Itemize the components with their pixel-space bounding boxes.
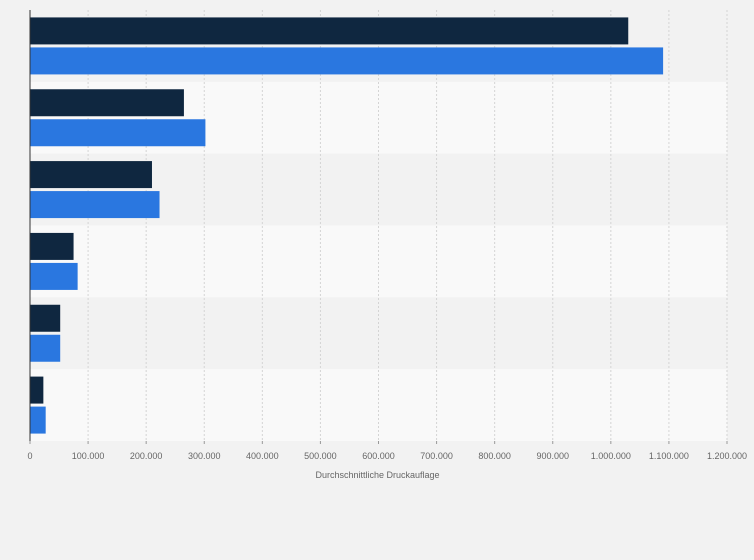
bar-series-2[interactable] — [30, 47, 664, 75]
bar-series-1[interactable] — [30, 376, 44, 404]
x-tick-label: 900.000 — [536, 451, 569, 461]
x-tick-label: 100.000 — [72, 451, 105, 461]
bars — [30, 17, 664, 434]
bar-series-2[interactable] — [30, 334, 61, 362]
category-band — [30, 297, 727, 370]
x-tick-label: 200.000 — [130, 451, 163, 461]
x-tick-label: 1.200.000 — [707, 451, 747, 461]
x-tick-label: 400.000 — [246, 451, 279, 461]
x-tick-label: 1.100.000 — [649, 451, 689, 461]
x-tick-label: 500.000 — [304, 451, 337, 461]
bar-series-2[interactable] — [30, 406, 46, 434]
x-axis-title: Durchschnittliche Druckauflage — [315, 470, 439, 480]
bar-series-1[interactable] — [30, 89, 184, 117]
bar-series-2[interactable] — [30, 191, 160, 219]
x-tick-label: 700.000 — [420, 451, 453, 461]
x-axis-ticks: 0 100.000 200.000 300.000 400.000 500.000 600.… — [27, 441, 747, 461]
x-tick-label: 600.000 — [362, 451, 395, 461]
x-tick-label: 1.000.000 — [591, 451, 631, 461]
category-bands — [30, 10, 727, 441]
bar-series-2[interactable] — [30, 119, 206, 147]
x-tick-label: 300.000 — [188, 451, 221, 461]
bar-series-1[interactable] — [30, 161, 152, 189]
x-tick-label: 0 — [27, 451, 32, 461]
bar-series-2[interactable] — [30, 262, 78, 290]
category-band — [30, 225, 727, 298]
x-tick-label: 800.000 — [478, 451, 511, 461]
bar-series-1[interactable] — [30, 17, 629, 45]
category-band — [30, 369, 727, 441]
bar-series-1[interactable] — [30, 232, 74, 260]
bar-series-1[interactable] — [30, 304, 61, 332]
